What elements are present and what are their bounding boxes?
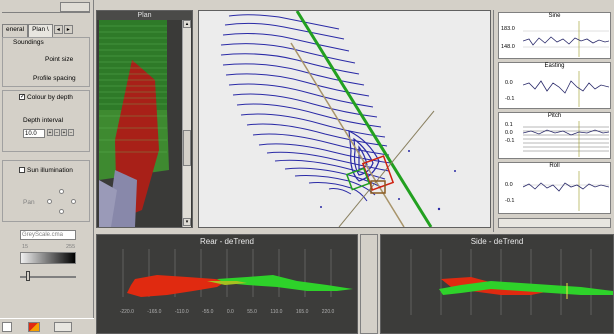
spin-down-icon[interactable]: − xyxy=(68,129,74,136)
tab-general[interactable]: eneral xyxy=(2,24,29,37)
scatter-soundings xyxy=(320,150,456,211)
gradient-max-label: 255 xyxy=(66,244,76,250)
side-profile xyxy=(410,249,613,315)
soundings-group: Soundings Point size Profile spacing xyxy=(2,37,90,87)
sun-illumination-checkbox[interactable]: Sun illumination xyxy=(19,167,73,174)
checkbox-icon xyxy=(19,167,25,174)
sun-group: Sun illumination Pan xyxy=(2,160,90,222)
x-tick-label: -110.0 xyxy=(174,309,189,315)
sun-illumination-label: Sun illumination xyxy=(27,167,73,174)
colormap-field[interactable]: GreyScale.cma xyxy=(20,230,76,240)
3d-view[interactable] xyxy=(198,10,491,228)
depth-interval-field[interactable]: 10.0 xyxy=(23,129,45,138)
soundings-title: Soundings xyxy=(13,39,44,46)
colour-group: ✓ Colour by depth Depth interval 10.0 + −… xyxy=(2,90,90,152)
y-tick-label: -0.1 xyxy=(505,198,515,204)
x-tick-label: -55.0 xyxy=(202,309,214,315)
spin-up-icon[interactable]: + xyxy=(47,129,53,136)
checkbox-checked-icon: ✓ xyxy=(19,94,26,101)
survey-lines xyxy=(290,10,435,228)
depth-interval-label: Depth interval xyxy=(23,117,64,124)
splitter[interactable] xyxy=(360,234,378,334)
roll-chart: Roll 0.0 -0.1 xyxy=(498,162,611,214)
tab-scroll-right-icon[interactable]: ▸ xyxy=(63,25,73,34)
y-tick-label: 183.0 xyxy=(501,26,515,32)
y-tick-label: 0.0 xyxy=(505,130,513,136)
rear-x-ticks: -220.0 -165.0 -110.0 -55.0 0.0 55.0 110.… xyxy=(97,309,357,317)
easting-chart: Easting 0.0 -0.1 xyxy=(498,62,611,109)
plan-swath-image xyxy=(97,20,182,227)
scroll-down-icon[interactable]: ▾ xyxy=(183,218,191,226)
chart-title: Roll xyxy=(549,163,560,169)
x-tick-label: -220.0 xyxy=(119,309,134,315)
vessel-marker xyxy=(345,155,395,194)
easting-trace xyxy=(523,71,609,107)
divider xyxy=(2,12,90,13)
sine-chart: Sine 183.0 148.0 xyxy=(498,12,611,59)
x-tick-label: 110.0 xyxy=(270,309,283,315)
tab-strip: eneral Plan \ ◂ ▸ xyxy=(2,24,73,37)
radio-button[interactable] xyxy=(59,209,64,214)
spin-up-icon[interactable]: + xyxy=(61,129,67,136)
x-tick-label: 0.0 xyxy=(226,309,234,315)
y-tick-label: -0.1 xyxy=(505,138,515,144)
pitch-trace xyxy=(523,121,609,157)
slider-handle[interactable] xyxy=(26,271,30,281)
tab-plan[interactable]: Plan \ xyxy=(28,24,53,37)
window-icon[interactable] xyxy=(2,322,12,332)
y-tick-label: 0.0 xyxy=(505,80,513,86)
pan-label: Pan xyxy=(23,199,35,206)
roll-trace xyxy=(523,171,609,211)
chart-title: Sine xyxy=(548,13,561,19)
app-icon[interactable] xyxy=(28,322,40,332)
sine-trace xyxy=(523,21,609,57)
slider-track[interactable] xyxy=(20,276,76,278)
x-tick-label: -165.0 xyxy=(147,309,162,315)
chart-icon[interactable] xyxy=(54,322,72,332)
time-scrollbar[interactable] xyxy=(498,218,611,228)
chart-title: Pitch xyxy=(547,113,562,119)
y-tick-label: 0.0 xyxy=(505,182,513,188)
rear-title: Rear - deTrend xyxy=(200,237,254,246)
y-tick-label: 148.0 xyxy=(501,44,515,50)
radio-button[interactable] xyxy=(59,189,64,194)
x-tick-label: 55.0 xyxy=(247,309,257,315)
x-tick-label: 220.0 xyxy=(321,309,335,315)
side-detrend-view[interactable]: Side - deTrend xyxy=(380,234,614,334)
y-tick-label: -0.1 xyxy=(505,96,515,102)
plan-swath-stripes xyxy=(99,20,169,227)
attitude-panel: Sine 183.0 148.0 Easting 0.0 -0.1 Pitch … xyxy=(493,10,614,232)
panel-header-slider[interactable] xyxy=(60,2,90,12)
spin-down-icon[interactable]: − xyxy=(54,129,60,136)
gradient-min-label: 15 xyxy=(22,244,29,250)
controls-panel: eneral Plan \ ◂ ▸ Soundings Point size P… xyxy=(0,0,94,334)
plan-title: Plan xyxy=(97,11,192,20)
plan-view[interactable]: Plan ▴ ▾ xyxy=(96,10,193,228)
radio-button[interactable] xyxy=(47,199,52,204)
rear-detrend-view[interactable]: Rear - deTrend -220.0 -165.0 -110.0 -55.… xyxy=(96,234,358,334)
chart-title: Easting xyxy=(544,63,565,69)
rear-profile xyxy=(122,249,353,297)
colour-by-depth-label: Colour by depth xyxy=(27,94,73,101)
y-tick-label: 0.1 xyxy=(505,122,513,128)
scroll-up-icon[interactable]: ▴ xyxy=(183,20,191,28)
point-size-label: Point size xyxy=(45,56,74,63)
scroll-thumb[interactable] xyxy=(183,130,191,166)
profile-spacing-label: Profile spacing xyxy=(33,75,76,82)
tab-scroll-left-icon[interactable]: ◂ xyxy=(53,25,63,34)
taskbar xyxy=(0,318,94,334)
x-tick-label: 165.0 xyxy=(295,309,309,315)
radio-button[interactable] xyxy=(71,199,76,204)
pitch-chart: Pitch 0.1 0.0 -0.1 xyxy=(498,112,611,159)
side-title: Side - deTrend xyxy=(470,237,524,246)
colormap-gradient xyxy=(20,252,76,264)
colour-by-depth-checkbox[interactable]: ✓ Colour by depth xyxy=(19,94,73,101)
plan-scrollbar[interactable]: ▴ ▾ xyxy=(182,20,191,227)
3d-contour-plot xyxy=(220,10,456,228)
